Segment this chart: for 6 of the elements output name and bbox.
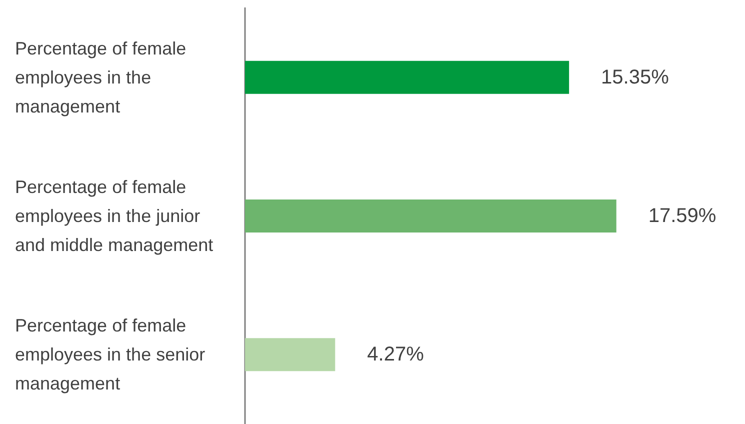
y-tick-label: Percentage of female employees in the junior and middle management xyxy=(15,177,214,255)
y-tick-label: Percentage of female employees in the senior management xyxy=(15,316,210,394)
y-tick-label: Percentage of female employees in the management xyxy=(15,38,192,116)
data-label: 17.59% xyxy=(648,205,716,227)
data-label: 15.35% xyxy=(601,66,670,88)
data-label: 4.27% xyxy=(367,344,424,366)
